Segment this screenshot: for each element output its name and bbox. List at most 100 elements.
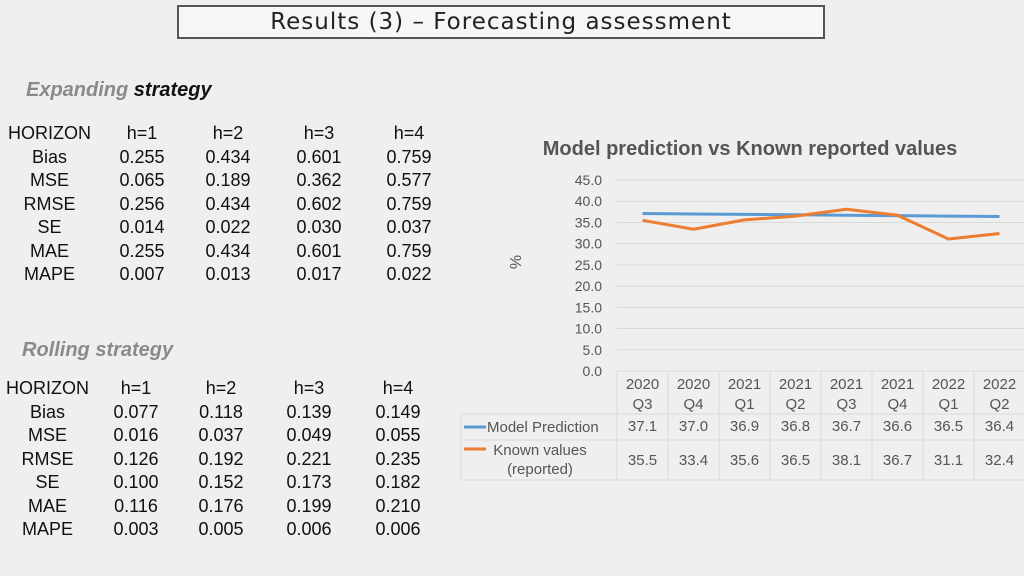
rolling-strategy-label: Rolling strategy (22, 339, 174, 361)
model-prediction-line (642, 212, 1000, 219)
metric-value-cell: 0.037 (198, 425, 244, 446)
x-tick-label: 2021 (881, 376, 914, 393)
x-tick-label: Q3 (632, 396, 652, 413)
metric-value-cell: 0.016 (113, 425, 159, 446)
data-table-value: 36.4 (985, 418, 1014, 435)
metric-value-cell: 0.362 (296, 170, 342, 191)
y-tick-label: 40.0 (575, 193, 602, 209)
metric-name-cell: Bias (31, 146, 67, 167)
metric-value-cell: 0.014 (119, 217, 165, 238)
x-tick-label: Q1 (938, 396, 958, 413)
table-row: Bias 0.255 0.434 0.601 0.759 (2, 146, 449, 170)
x-tick-label: 2022 (983, 376, 1016, 393)
chart-title: Model prediction vs Known reported value… (542, 138, 958, 160)
metric-value-cell: 0.759 (386, 240, 432, 261)
data-table-value: 36.7 (883, 452, 912, 469)
metric-value-cell: 0.126 (113, 448, 159, 469)
metric-value-cell: 0.255 (119, 146, 165, 167)
metric-name-cell: MSE (27, 425, 67, 446)
metric-value-cell: 0.199 (286, 495, 332, 516)
metric-value-cell: 0.173 (286, 472, 332, 493)
header-cell: h=1 (126, 123, 158, 144)
metric-value-cell: 0.065 (119, 170, 165, 191)
data-table-value: 32.4 (985, 452, 1014, 469)
metric-value-cell: 0.022 (205, 217, 251, 238)
x-tick-label: 2021 (779, 376, 812, 393)
y-axis-label: % (508, 255, 525, 269)
data-table-value: 38.1 (832, 452, 861, 469)
metric-value-cell: 0.255 (119, 240, 165, 261)
metric-value-cell: 0.182 (375, 472, 421, 493)
expanding-label-word: Expanding (26, 79, 129, 101)
metric-value-cell: 0.577 (386, 170, 432, 191)
header-cell: h=2 (212, 123, 244, 144)
x-tick-label: Q2 (989, 396, 1009, 413)
table-row: MSE 0.016 0.037 0.049 0.055 (0, 424, 443, 448)
metric-value-cell: 0.007 (119, 264, 165, 285)
header-cell: HORIZON (6, 378, 89, 399)
metric-name-cell: SE (35, 472, 60, 493)
metric-value-cell: 0.006 (375, 519, 421, 540)
table-row: MAE 0.255 0.434 0.601 0.759 (2, 240, 449, 264)
table-row: MAPE 0.003 0.005 0.006 0.006 (0, 518, 443, 542)
header-cell: h=3 (303, 123, 335, 144)
y-tick-label: 5.0 (583, 342, 603, 358)
x-tick-label: 2022 (932, 376, 965, 393)
expanding-metrics-table: HORIZON h=1 h=2 h=3 h=4 Bias 0.255 0.434 0.601 0.… (2, 122, 449, 287)
rolling-metrics-table: HORIZON h=1 h=2 h=3 h=4 Bias 0.077 0.118 0.139 0.… (0, 377, 443, 542)
data-table-value: 36.7 (832, 418, 861, 435)
known-values-line (642, 207, 1000, 241)
metric-value-cell: 0.037 (386, 217, 432, 238)
data-table-value: 37.1 (628, 418, 657, 435)
x-tick-label: Q2 (785, 396, 805, 413)
metric-name-cell: RMSE (23, 193, 76, 214)
metric-value-cell: 0.759 (386, 146, 432, 167)
x-tick-label: 2020 (626, 376, 659, 393)
metric-value-cell: 0.759 (386, 193, 432, 214)
expanding-strategy-label: Expanding strategy (26, 79, 212, 102)
metric-value-cell: 0.601 (296, 146, 342, 167)
header-cell: h=4 (393, 123, 425, 144)
y-tick-label: 10.0 (575, 321, 602, 337)
y-tick-label: 45.0 (575, 172, 602, 188)
x-tick-label: 2021 (728, 376, 761, 393)
table-row: MAE 0.116 0.176 0.199 0.210 (0, 495, 443, 519)
metric-name-cell: Bias (29, 401, 65, 422)
metric-value-cell: 0.116 (114, 495, 158, 516)
metric-value-cell: 0.005 (198, 519, 244, 540)
metric-value-cell: 0.434 (205, 240, 251, 261)
metric-value-cell: 0.013 (205, 264, 251, 285)
metric-value-cell: 0.256 (119, 193, 165, 214)
x-tick-label: Q1 (734, 396, 754, 413)
data-table-value: 36.6 (883, 418, 912, 435)
table-header-row: HORIZON h=1 h=2 h=3 h=4 (0, 377, 443, 401)
data-table-value: 37.0 (679, 418, 708, 435)
data-table-value: 35.6 (730, 452, 759, 469)
table-row: RMSE 0.256 0.434 0.602 0.759 (2, 193, 449, 217)
metric-value-cell: 0.055 (375, 425, 421, 446)
metric-name-cell: MAPE (21, 519, 73, 540)
metric-value-cell: 0.003 (113, 519, 159, 540)
y-tick-label: 15.0 (575, 299, 602, 315)
metric-name-cell: MAPE (23, 264, 75, 285)
x-tick-label: 2020 (677, 376, 710, 393)
header-cell: h=3 (293, 378, 325, 399)
metric-value-cell: 0.118 (199, 401, 243, 422)
x-tick-label: 2021 (830, 376, 863, 393)
header-cell: h=1 (120, 378, 152, 399)
header-cell: HORIZON (8, 123, 91, 144)
metric-name-cell: MSE (29, 170, 69, 191)
table-row: MSE 0.065 0.189 0.362 0.577 (2, 169, 449, 193)
metric-value-cell: 0.434 (205, 146, 251, 167)
metric-value-cell: 0.139 (286, 401, 332, 422)
header-cell: h=4 (382, 378, 414, 399)
metric-value-cell: 0.022 (386, 264, 432, 285)
metric-name-cell: SE (37, 217, 62, 238)
metric-name-cell: MAE (27, 495, 67, 516)
metric-value-cell: 0.192 (198, 448, 244, 469)
table-row: SE 0.100 0.152 0.173 0.182 (0, 471, 443, 495)
table-row: Bias 0.077 0.118 0.139 0.149 (0, 401, 443, 425)
metric-value-cell: 0.235 (375, 448, 421, 469)
metric-value-cell: 0.100 (113, 472, 159, 493)
data-table-value: 35.5 (628, 452, 657, 469)
